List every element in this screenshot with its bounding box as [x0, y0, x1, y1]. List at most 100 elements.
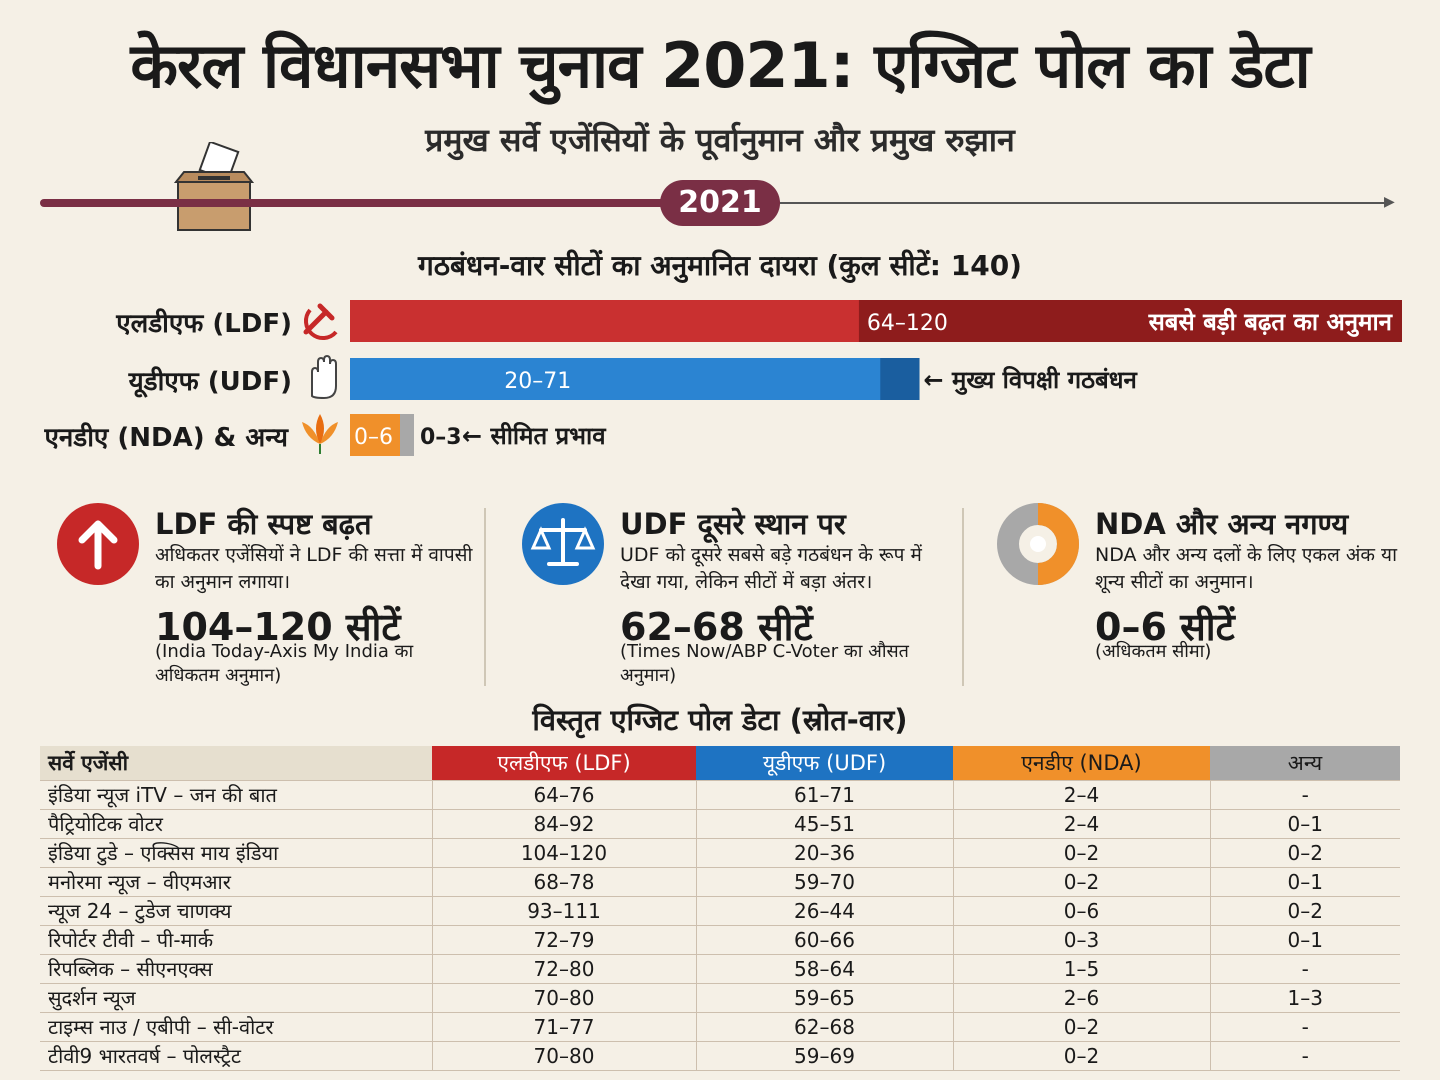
agency-name: रिपोर्टर टीवी – पी-मार्क: [40, 924, 432, 954]
seat-range-cell: -: [1209, 1040, 1400, 1071]
table-row: इंडिया टुडे – एक्सिस माय इंडिया 104–120 20…: [40, 837, 1400, 867]
annotation-others: ← सीमित प्रभाव: [462, 422, 607, 450]
table-row: टीवी9 भारतवर्ष – पोलस्ट्रैट 70–80 59–69 0–2…: [40, 1040, 1400, 1071]
seat-range-cell: 72–80: [431, 953, 696, 983]
card-nda-desc: NDA और अन्य दलों के लिए एकल अंक या शून्य…: [1095, 544, 1397, 593]
page-subtitle: प्रमुख सर्वे एजेंसियों के पूर्वानुमान और…: [425, 121, 1015, 159]
seat-range-cell: 59–65: [695, 982, 953, 1012]
seat-range-cell: 104–120: [431, 837, 696, 867]
table-header-row: सर्वे एजेंसी एलडीएफ (LDF) यूडीएफ (UDF) ए…: [40, 746, 1400, 780]
seat-range-cell: 60–66: [695, 924, 953, 954]
agency-name: पैट्रियोटिक वोटर: [40, 808, 432, 838]
seat-range-cell: 0–1: [1209, 808, 1400, 838]
table-row: सुदर्शन न्यूज 70–80 59–65 2–6 1–3: [40, 982, 1400, 1012]
seat-range-cell: 70–80: [431, 1040, 696, 1071]
agency-name: सुदर्शन न्यूज: [40, 982, 432, 1012]
lotus-icon: [302, 414, 338, 454]
seat-range-cell: 2–4: [952, 808, 1210, 838]
card-ldf: LDF की स्पष्ट बढ़त अधिकतर एजेंसियों ने L…: [40, 500, 480, 690]
card-nda-title: NDA और अन्य नगण्य: [1095, 507, 1349, 541]
bar-others: [400, 414, 414, 456]
agency-name: टीवी9 भारतवर्ष – पोलस्ट्रैट: [40, 1040, 432, 1071]
bar-label-ldf: 64–120: [867, 311, 948, 336]
card-ldf-note: (India Today-Axis My India का अधिकतम अनु…: [155, 641, 414, 686]
nda-row: एनडीए (NDA) & अन्य 0–6 0–3 ← सीमित प्रभा…: [43, 414, 607, 456]
annotation-ldf: सबसे बड़ी बढ़त का अनुमान: [1148, 308, 1394, 337]
agency-name: इंडिया न्यूज iTV – जन की बात: [40, 779, 432, 809]
table-row: इंडिया न्यूज iTV – जन की बात 64–76 61–71 2–…: [40, 779, 1400, 809]
seat-range-cell: 68–78: [431, 866, 696, 896]
card-ldf-desc: अधिकतर एजेंसियों ने LDF की सत्ता में वाप…: [155, 544, 473, 593]
table-row: टाइम्स नाउ / एबीपी – सी-वोटर 71–77 62–68 0–…: [40, 1011, 1400, 1041]
agency-name: न्यूज 24 – टुडेज चाणक्य: [40, 895, 432, 925]
seat-range-cell: 26–44: [695, 895, 953, 925]
agency-name: रिपब्लिक – सीएनएक्स: [40, 953, 432, 983]
card-nda: NDA और अन्य नगण्य NDA और अन्य दलों के लि…: [980, 500, 1420, 690]
card-udf-title: UDF दूसरे स्थान पर: [620, 507, 846, 541]
seat-range-cell: 0–6: [952, 895, 1210, 925]
bar-label-nda: 0–6: [354, 425, 393, 450]
scales-icon: [522, 503, 604, 585]
seat-range-cell: 1–5: [952, 953, 1210, 983]
arrow-up-icon: [57, 503, 139, 585]
table-row: पैट्रियोटिक वोटर 84–92 45–51 2–4 0–1: [40, 808, 1400, 838]
card-ldf-seats: 104–120 सीटें: [155, 605, 401, 649]
seat-range-cell: 71–77: [431, 1011, 696, 1041]
seat-range-cell: 93–111: [431, 895, 696, 925]
divider: [962, 508, 964, 686]
donut-icon: [997, 503, 1079, 585]
table-row: मनोरमा न्यूज – वीएमआर 68–78 59–70 0–2 0–1: [40, 866, 1400, 896]
seat-range-cell: 0–2: [952, 1040, 1210, 1071]
udf-row: यूडीएफ (UDF) 20–71 ← मुख्य विपक्षी गठबंध…: [128, 354, 1139, 400]
header-ldf: एलडीएफ (LDF): [432, 746, 696, 780]
agency-name: मनोरमा न्यूज – वीएमआर: [40, 866, 432, 896]
seat-range-cell: 2–6: [952, 982, 1210, 1012]
bar-nda: [350, 414, 400, 456]
header-udf: यूडीएफ (UDF): [696, 746, 953, 780]
seat-range-cell: 72–79: [431, 924, 696, 954]
bar-ldf-range: [858, 300, 1402, 342]
card-udf-seats: 62–68 सीटें: [620, 605, 813, 649]
page-title: केरल विधानसभा चुनाव 2021: एग्जिट पोल का …: [130, 29, 1310, 102]
card-nda-seats: 0–6 सीटें: [1095, 605, 1235, 649]
seat-range-cell: 61–71: [695, 779, 953, 809]
seat-range-cell: -: [1209, 1011, 1400, 1041]
seat-range-chart: एलडीएफ (LDF) 64–120 सबसे बड़ी बढ़त का अन…: [43, 300, 1402, 456]
seat-range-cell: -: [1209, 953, 1400, 983]
card-udf-note: (Times Now/ABP C-Voter का औसत अनुमान): [620, 641, 909, 686]
seat-range-cell: 64–76: [431, 779, 696, 809]
year-badge: 2021: [660, 180, 780, 226]
seat-range-cell: 59–69: [695, 1040, 953, 1071]
divider: [484, 508, 486, 686]
hammer-sickle-icon: [303, 303, 338, 340]
bar-udf-base: [350, 358, 920, 400]
seat-range-cell: 0–2: [952, 837, 1210, 867]
bar-udf-range: [880, 358, 920, 400]
seat-range-cell: 0–1: [1209, 866, 1400, 896]
seat-range-cell: 58–64: [695, 953, 953, 983]
seat-range-cell: 20–36: [695, 837, 953, 867]
agency-name: इंडिया टुडे – एक्सिस माय इंडिया: [40, 837, 432, 867]
bar-label-others: 0–3: [420, 425, 462, 450]
table-row: रिपब्लिक – सीएनएक्स 72–80 58–64 1–5-: [40, 953, 1400, 983]
seat-range-cell: 2–4: [952, 779, 1210, 809]
card-ldf-title: LDF की स्पष्ट बढ़त: [155, 507, 372, 541]
exit-poll-table: सर्वे एजेंसी एलडीएफ (LDF) यूडीएफ (UDF) ए…: [40, 746, 1400, 1071]
category-label-nda: एनडीए (NDA) & अन्य: [43, 422, 288, 453]
card-udf-desc: UDF को दूसरे सबसे बड़े गठबंधन के रूप में…: [620, 544, 922, 593]
agency-name: टाइम्स नाउ / एबीपी – सी-वोटर: [40, 1011, 432, 1041]
seat-range-cell: 0–2: [1209, 837, 1400, 867]
card-nda-note: (अधिकतम सीमा): [1095, 641, 1212, 662]
ldf-row: एलडीएफ (LDF) 64–120 सबसे बड़ी बढ़त का अन…: [115, 300, 1402, 342]
seat-range-cell: 59–70: [695, 866, 953, 896]
key-takeaways: LDF की स्पष्ट बढ़त अधिकतर एजेंसियों ने L…: [40, 500, 1410, 690]
header-others: अन्य: [1210, 746, 1400, 780]
seat-range-cell: -: [1209, 779, 1400, 809]
header-nda: एनडीए (NDA): [953, 746, 1210, 780]
header-agency: सर्वे एजेंसी: [40, 746, 432, 780]
seat-range-cell: 0–2: [1209, 895, 1400, 925]
seat-range-cell: 84–92: [431, 808, 696, 838]
category-label-ldf: एलडीएफ (LDF): [115, 308, 292, 339]
seat-range-cell: 0–1: [1209, 924, 1400, 954]
timeline: ▶: [40, 194, 1395, 210]
